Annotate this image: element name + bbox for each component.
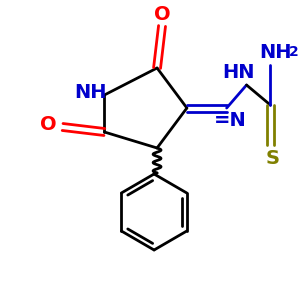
Text: O: O xyxy=(154,4,170,23)
Text: NH: NH xyxy=(74,82,107,101)
Text: 2: 2 xyxy=(290,45,299,59)
Text: O: O xyxy=(40,116,57,134)
Text: =N: =N xyxy=(214,112,247,130)
Text: S: S xyxy=(266,149,279,169)
Text: HN: HN xyxy=(222,62,255,82)
Text: NH: NH xyxy=(259,43,292,61)
